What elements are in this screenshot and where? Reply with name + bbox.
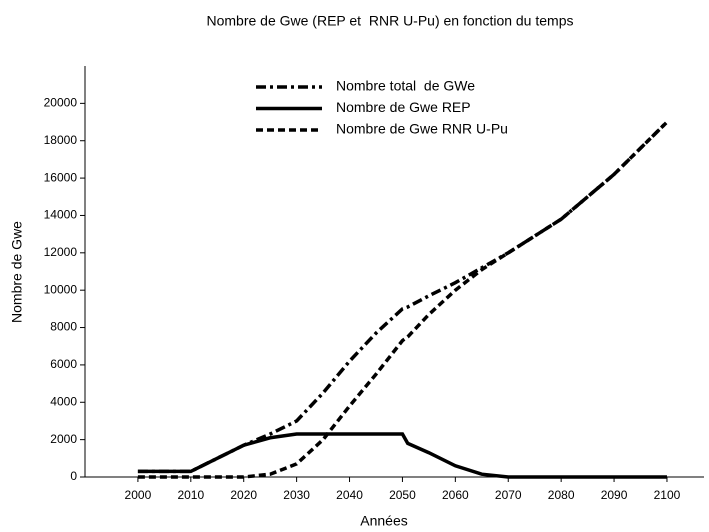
legend-text: Nombre de Gwe REP: [336, 99, 471, 115]
x-tick-label: 2070: [495, 488, 522, 502]
y-tick-label: 4000: [50, 394, 77, 408]
y-tick-label: 16000: [44, 170, 78, 184]
y-tick-label: 0: [70, 469, 77, 483]
x-tick-label: 2020: [230, 488, 257, 502]
series-line: [137, 120, 669, 479]
x-tick-label: 2100: [654, 488, 681, 502]
x-tick-label: 2040: [336, 488, 363, 502]
x-tick-label: 2060: [442, 488, 469, 502]
x-tick-label: 2000: [125, 488, 152, 502]
series-line: [137, 432, 667, 479]
legend-text: Nombre de Gwe RNR U-Pu: [336, 121, 508, 137]
x-tick-label: 2030: [283, 488, 310, 502]
x-tick-label: 2050: [389, 488, 416, 502]
y-tick-label: 20000: [44, 96, 78, 110]
series-line: [137, 120, 669, 474]
y-tick-label: 12000: [44, 245, 78, 259]
y-tick-label: 14000: [44, 208, 78, 222]
x-tick-label: 2090: [601, 488, 628, 502]
y-tick-label: 2000: [50, 432, 77, 446]
y-tick-label: 10000: [44, 282, 78, 296]
x-tick-label: 2010: [177, 488, 204, 502]
y-tick-label: 6000: [50, 357, 77, 371]
x-axis-label: Années: [360, 513, 407, 529]
chart-title: Nombre de Gwe (REP et RNR U-Pu) en fonct…: [206, 13, 573, 29]
x-tick-label: 2080: [548, 488, 575, 502]
y-axis-label: Nombre de Gwe: [9, 221, 25, 323]
legend-text: Nombre total de GWe: [336, 78, 475, 94]
y-tick-label: 8000: [50, 320, 77, 334]
y-tick-label: 18000: [44, 133, 78, 147]
